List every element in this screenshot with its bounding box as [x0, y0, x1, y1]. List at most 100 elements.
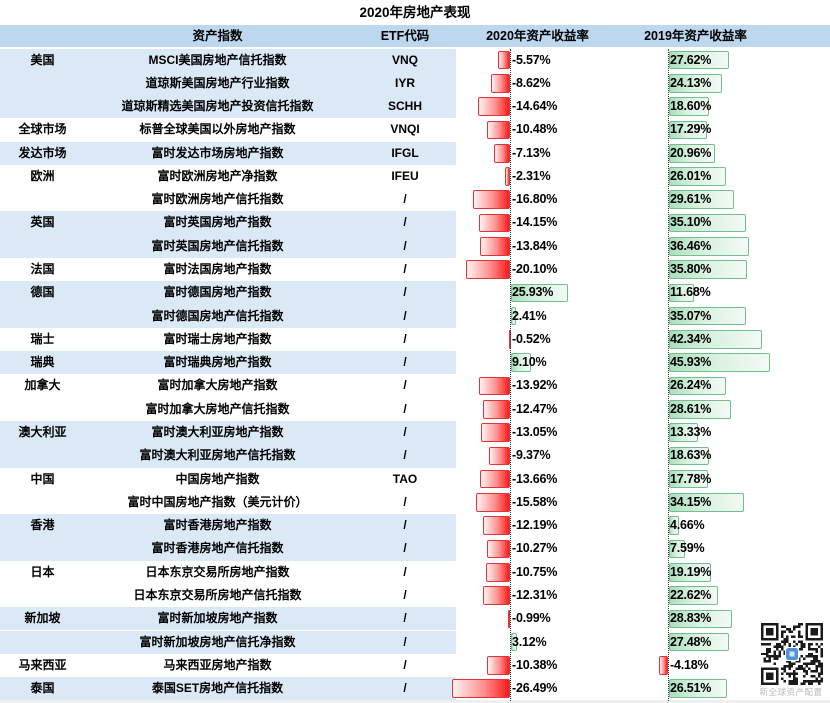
return-bar-2020 [510, 353, 531, 373]
etf-code-cell: / [403, 285, 407, 300]
region-cell: 英国 [30, 215, 55, 230]
index-name-cell: 富时法国房地产指数 [163, 262, 272, 277]
return-bar-2019 [668, 237, 749, 256]
table-row: 瑞典 富时瑞典房地产指数 / 9.10% 45.93% [0, 351, 830, 375]
region-cell: 发达市场 [18, 145, 67, 160]
row-stripe [0, 420, 456, 445]
region-cell: 新加坡 [24, 611, 61, 626]
region-cell [0, 305, 85, 328]
index-name-cell: 富时瑞士房地产指数 [163, 331, 272, 346]
return-label-2020: -10.48% [512, 122, 558, 137]
return-label-2020: 2.41% [512, 308, 547, 323]
return-label-2019: 28.83% [670, 611, 712, 626]
etf-code-cell: SCHH [387, 99, 422, 114]
return-label-2020: 9.10% [512, 355, 547, 370]
return-label-2019: 35.80% [670, 262, 712, 277]
index-name-cell: 富时英国房地产信托指数 [151, 238, 284, 253]
index-name-cell: 中国房地产指数 [175, 471, 260, 486]
region-cell: 法国 [30, 262, 55, 277]
index-name-cell: 泰国SET房地产信托指数 [151, 681, 284, 696]
table-row: 日本 日本东京交易所房地产指数 / -10.75% 19.19% [0, 561, 830, 584]
zero-axis-2019 [668, 48, 669, 701]
region-cell: 中国 [30, 471, 55, 486]
return-bar-2020 [494, 143, 510, 163]
return-label-2019: 28.61% [670, 401, 712, 416]
return-bar-2020 [477, 97, 510, 116]
etf-code-cell: / [403, 192, 407, 207]
return-bar-2019 [668, 213, 746, 233]
return-label-2019: 4.66% [670, 518, 705, 533]
return-label-2019: 45.93% [670, 355, 712, 370]
region-cell: 瑞典 [30, 355, 55, 370]
table-row: 富时英国房地产信托指数 / -13.84% 36.46% [0, 234, 830, 258]
etf-code-cell: / [403, 494, 407, 509]
table-row: 富时澳大利亚房地产信托指数 / -9.37% 18.63% [0, 444, 830, 468]
table-row: 法国 富时法国房地产指数 / -20.10% 35.80% [0, 258, 830, 281]
etf-code-cell: IFGL [391, 145, 419, 160]
index-name-cell: 富时加拿大房地产指数 [157, 378, 278, 393]
index-name-cell: 富时加拿大房地产信托指数 [145, 401, 290, 416]
etf-code-cell: TAO [392, 471, 418, 486]
return-bar-2020 [486, 562, 510, 582]
index-name-cell: 富时香港房地产指数 [163, 518, 272, 533]
index-name-cell: 富时欧洲房地产净指数 [157, 168, 278, 183]
return-bar-2019 [668, 516, 679, 535]
column-header-asset-index: 资产指数 [192, 29, 243, 43]
table-row: 欧洲 富时欧洲房地产净指数 IFEU -2.31% 26.01% [0, 165, 830, 188]
index-name-cell: 富时香港房地产信托指数 [151, 541, 284, 556]
table-row: 英国 富时英国房地产指数 / -14.15% 35.10% [0, 211, 830, 235]
return-bar-2019 [668, 190, 734, 210]
etf-code-cell: VNQI [390, 122, 420, 137]
page-title: 2020年房地产表现 [359, 5, 471, 20]
index-name-cell: 马来西亚房地产指数 [163, 657, 272, 672]
return-label-2019: 13.33% [670, 424, 712, 439]
table-row: 中国 中国房地产指数 TAO -13.66% 17.78% [0, 468, 830, 491]
region-cell [0, 398, 85, 421]
return-bar-2020 [479, 469, 510, 489]
return-label-2019: 18.60% [670, 99, 712, 114]
etf-code-cell: / [403, 378, 407, 393]
return-bar-2019 [668, 423, 698, 442]
etf-code-cell: / [403, 331, 407, 346]
return-label-2019: 18.63% [670, 448, 712, 463]
return-label-2019: 20.96% [670, 145, 712, 160]
return-label-2020: 3.12% [512, 634, 547, 649]
index-name-cell: 富时欧洲房地产信托指数 [151, 192, 284, 207]
return-bar-2019 [668, 609, 732, 629]
column-header-etf-code: ETF代码 [380, 29, 430, 43]
qr-code [761, 623, 823, 685]
return-label-2019: 24.13% [670, 75, 712, 90]
return-bar-2020 [479, 237, 510, 256]
return-bar-2019 [668, 143, 715, 163]
index-name-cell: MSCI美国房地产信托指数 [148, 52, 287, 67]
region-cell [0, 95, 85, 118]
return-bar-2020 [451, 679, 510, 698]
return-label-2019: 26.01% [670, 168, 712, 183]
table-row: 发达市场 富时发达市场房地产指数 IFGL -7.13% 20.96% [0, 141, 830, 165]
return-bar-2020 [475, 493, 510, 512]
return-bar-2019 [668, 493, 744, 512]
etf-code-cell: / [403, 634, 407, 649]
return-bar-2020 [491, 74, 510, 93]
etf-code-cell: / [403, 587, 407, 602]
return-bar-2020 [507, 609, 510, 629]
index-name-cell: 富时英国房地产指数 [163, 215, 272, 230]
region-cell [0, 72, 85, 95]
table-row: 日本东京交易所房地产信托指数 / -12.31% 22.62% [0, 584, 830, 607]
row-stripe [0, 304, 456, 328]
row-stripe [0, 537, 456, 561]
table-row: 德国 富时德国房地产指数 / 25.93% 11.68% [0, 281, 830, 305]
table-row: 富时加拿大房地产信托指数 / -12.47% 28.61% [0, 398, 830, 421]
return-label-2020: -9.37% [512, 448, 551, 463]
return-label-2020: -2.31% [512, 168, 551, 183]
column-header-2019-return: 2019年资产收益率 [644, 29, 747, 43]
return-label-2020: -0.52% [512, 331, 551, 346]
etf-code-cell: / [403, 308, 407, 323]
table-row: 马来西亚 马来西亚房地产指数 / -10.38% -4.18% [0, 654, 830, 677]
etf-code-cell: / [403, 611, 407, 626]
return-label-2020: -7.13% [512, 145, 551, 160]
region-cell [0, 537, 85, 560]
table-row: 澳大利亚 富时澳大利亚房地产指数 / -13.05% 13.33% [0, 420, 830, 445]
return-label-2020: -12.19% [512, 518, 558, 533]
return-label-2020: -13.66% [512, 471, 558, 486]
